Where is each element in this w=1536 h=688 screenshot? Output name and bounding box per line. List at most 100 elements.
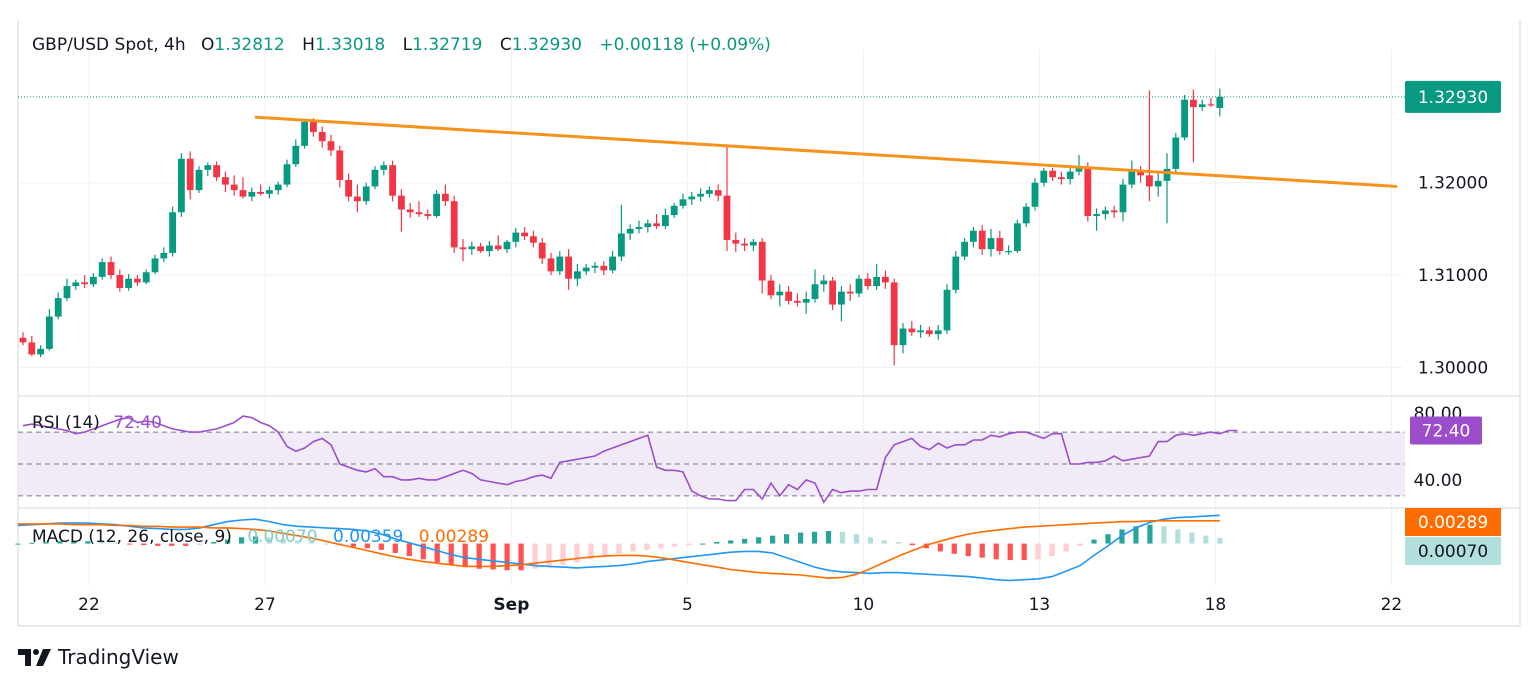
candle[interactable] xyxy=(160,247,168,263)
candle[interactable] xyxy=(582,263,590,276)
candle[interactable] xyxy=(107,256,115,279)
candle[interactable] xyxy=(1198,99,1206,111)
candle[interactable] xyxy=(855,275,863,298)
candle[interactable] xyxy=(1102,206,1109,220)
candle[interactable] xyxy=(283,159,291,188)
candle[interactable] xyxy=(987,228,995,257)
candle[interactable] xyxy=(934,324,942,340)
candle[interactable] xyxy=(591,262,599,274)
candle[interactable] xyxy=(1014,219,1021,253)
candle[interactable] xyxy=(767,275,775,300)
candle[interactable] xyxy=(486,240,493,257)
candle[interactable] xyxy=(890,278,898,366)
candle[interactable] xyxy=(468,241,476,255)
candle[interactable] xyxy=(1093,208,1100,231)
candle[interactable] xyxy=(556,251,564,276)
candle[interactable] xyxy=(345,173,352,202)
candle[interactable] xyxy=(125,274,132,291)
candle[interactable] xyxy=(829,276,836,311)
candle[interactable] xyxy=(547,252,555,276)
candle[interactable] xyxy=(635,220,643,234)
candle[interactable] xyxy=(820,275,828,292)
candle[interactable] xyxy=(688,191,696,205)
candle[interactable] xyxy=(1084,162,1092,222)
candle[interactable] xyxy=(600,261,608,276)
candle[interactable] xyxy=(512,227,520,248)
candle[interactable] xyxy=(926,326,933,337)
candle[interactable] xyxy=(134,275,141,287)
candle[interactable] xyxy=(626,224,634,240)
candle[interactable] xyxy=(380,161,388,176)
candle[interactable] xyxy=(1005,245,1012,255)
candle[interactable] xyxy=(750,239,757,252)
candle[interactable] xyxy=(477,242,484,253)
candle[interactable] xyxy=(530,230,537,248)
candle[interactable] xyxy=(521,227,528,240)
candle[interactable] xyxy=(882,270,889,289)
candle[interactable] xyxy=(186,151,194,200)
candle[interactable] xyxy=(398,189,405,232)
candle[interactable] xyxy=(653,214,660,229)
candle[interactable] xyxy=(996,230,1004,255)
candle[interactable] xyxy=(450,195,458,253)
candle[interactable] xyxy=(1181,95,1188,141)
candle[interactable] xyxy=(327,134,335,156)
candle[interactable] xyxy=(503,239,511,253)
candle[interactable] xyxy=(442,184,449,206)
candle[interactable] xyxy=(169,206,176,257)
candle[interactable] xyxy=(873,263,880,290)
candle[interactable] xyxy=(794,293,801,307)
candle[interactable] xyxy=(758,238,766,294)
candle[interactable] xyxy=(1049,167,1056,181)
candle[interactable] xyxy=(1172,132,1180,173)
candle[interactable] xyxy=(864,273,872,290)
candle[interactable] xyxy=(706,186,713,198)
candle[interactable] xyxy=(1022,203,1030,228)
candle[interactable] xyxy=(116,269,124,292)
candle[interactable] xyxy=(943,284,951,335)
candle[interactable] xyxy=(354,184,361,213)
candle[interactable] xyxy=(697,188,704,202)
candle[interactable] xyxy=(970,227,977,248)
candle[interactable] xyxy=(362,182,370,205)
candle[interactable] xyxy=(618,204,625,262)
candle[interactable] xyxy=(1075,155,1083,176)
candle[interactable] xyxy=(802,291,810,314)
candle[interactable] xyxy=(257,184,264,196)
candle[interactable] xyxy=(899,323,907,354)
candle[interactable] xyxy=(1216,88,1224,117)
candle[interactable] xyxy=(574,263,581,287)
candle[interactable] xyxy=(415,201,423,217)
candle[interactable] xyxy=(46,309,53,351)
candle[interactable] xyxy=(1066,167,1074,185)
candle[interactable] xyxy=(714,184,722,202)
candle[interactable] xyxy=(389,160,396,202)
candle[interactable] xyxy=(301,119,308,149)
candle[interactable] xyxy=(19,332,27,346)
candle[interactable] xyxy=(459,239,467,262)
candle[interactable] xyxy=(292,139,300,168)
tradingview-brand[interactable]: TradingView xyxy=(18,645,179,669)
candle[interactable] xyxy=(98,258,106,280)
candle[interactable] xyxy=(846,284,854,301)
candle[interactable] xyxy=(406,203,414,218)
candle[interactable] xyxy=(1058,171,1065,185)
candle[interactable] xyxy=(72,279,80,290)
candle[interactable] xyxy=(952,251,960,294)
candle[interactable] xyxy=(1137,166,1144,183)
candle[interactable] xyxy=(1128,160,1136,189)
candle[interactable] xyxy=(90,273,97,288)
candle[interactable] xyxy=(1190,89,1197,163)
candle[interactable] xyxy=(1154,173,1162,197)
candle[interactable] xyxy=(239,177,247,199)
candle[interactable] xyxy=(178,153,185,217)
candle[interactable] xyxy=(371,166,379,190)
candle[interactable] xyxy=(961,238,968,261)
candle[interactable] xyxy=(1119,179,1127,222)
candle[interactable] xyxy=(1207,97,1215,108)
candle[interactable] xyxy=(142,269,150,285)
candle[interactable] xyxy=(679,193,687,209)
candle[interactable] xyxy=(1110,205,1118,218)
trendline[interactable] xyxy=(254,115,1398,188)
